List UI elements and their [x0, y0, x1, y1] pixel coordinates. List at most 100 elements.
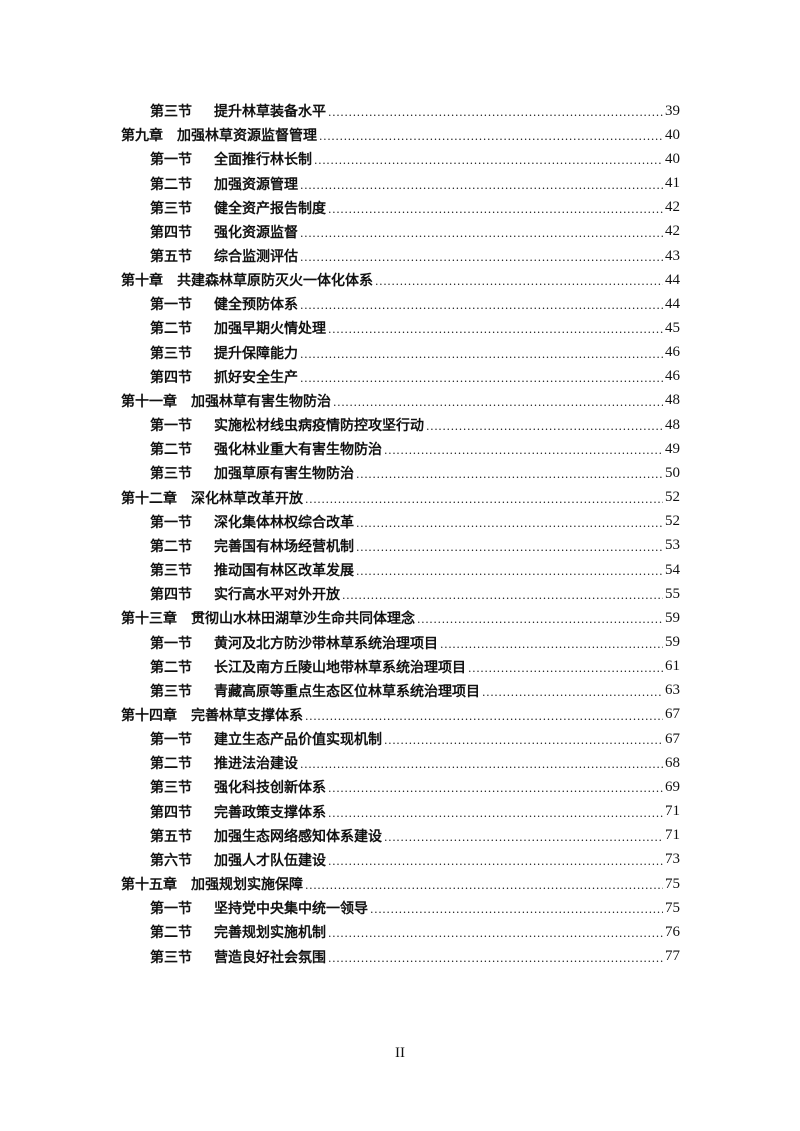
entry-title: 建立生态产品价值实现机制	[214, 732, 382, 749]
entry-page-number: 52	[665, 513, 680, 530]
toc-section-entry[interactable]: 第二节 完善规划实施机制 76	[0, 920, 800, 944]
dot-leader	[384, 829, 663, 843]
entry-label: 第一节	[150, 514, 192, 531]
dot-leader	[319, 128, 663, 142]
dot-leader	[328, 925, 663, 939]
entry-page-number: 54	[665, 561, 680, 578]
entry-label: 第三节	[150, 780, 192, 797]
entry-label: 第四节	[150, 369, 192, 386]
toc-section-entry[interactable]: 第一节 黄河及北方防沙带林草系统治理项目 59	[0, 630, 800, 654]
toc-section-entry[interactable]: 第三节 健全资产报告制度 42	[0, 196, 800, 220]
toc-section-entry[interactable]: 第三节 青藏高原等重点生态区位林草系统治理项目 63	[0, 679, 800, 703]
toc-section-entry[interactable]: 第一节 全面推行林长制 40	[0, 147, 800, 171]
toc-section-entry[interactable]: 第一节 实施松材线虫病疫情防控攻坚行动 48	[0, 413, 800, 437]
toc-section-entry[interactable]: 第二节 完善国有林场经营机制 53	[0, 534, 800, 558]
entry-page-number: 41	[665, 175, 680, 192]
dot-leader	[440, 636, 663, 650]
entry-label: 第十四章	[121, 707, 177, 724]
dot-leader	[328, 104, 663, 118]
dot-leader	[370, 901, 663, 915]
entry-page-number: 40	[665, 126, 680, 143]
toc-section-entry[interactable]: 第二节 长江及南方丘陵山地带林草系统治理项目 61	[0, 655, 800, 679]
entry-title: 完善规划实施机制	[214, 925, 326, 942]
toc-section-entry[interactable]: 第一节 健全预防体系 44	[0, 292, 800, 316]
entry-label: 第十章	[121, 273, 163, 290]
entry-label: 第一节	[150, 152, 192, 169]
toc-section-entry[interactable]: 第四节 实行高水平对外开放 55	[0, 582, 800, 606]
dot-leader	[356, 515, 663, 529]
toc-section-entry[interactable]: 第二节 推进法治建设 68	[0, 751, 800, 775]
toc-section-entry[interactable]: 第二节 强化林业重大有害生物防治 49	[0, 437, 800, 461]
toc-section-entry[interactable]: 第五节 加强生态网络感知体系建设 71	[0, 824, 800, 848]
toc-section-entry[interactable]: 第三节 营造良好社会氛围 77	[0, 944, 800, 968]
toc-section-entry[interactable]: 第三节 强化科技创新体系 69	[0, 775, 800, 799]
entry-title: 青藏高原等重点生态区位林草系统治理项目	[214, 683, 480, 700]
toc-section-entry[interactable]: 第三节 提升林草装备水平 39	[0, 99, 800, 123]
entry-page-number: 48	[665, 392, 680, 409]
entry-label: 第三节	[150, 949, 192, 966]
entry-label: 第二节	[150, 538, 192, 555]
entry-label: 第二节	[150, 659, 192, 676]
entry-label: 第一节	[150, 635, 192, 652]
entry-label: 第三节	[150, 104, 192, 121]
entry-page-number: 75	[665, 899, 680, 916]
entry-label: 第一节	[150, 418, 192, 435]
toc-section-entry[interactable]: 第一节 深化集体林权综合改革 52	[0, 510, 800, 534]
entry-page-number: 71	[665, 827, 680, 844]
toc-section-entry[interactable]: 第四节 抓好安全生产 46	[0, 365, 800, 389]
entry-label: 第二节	[150, 321, 192, 338]
dot-leader	[328, 201, 663, 215]
dot-leader	[328, 321, 663, 335]
entry-page-number: 77	[665, 948, 680, 965]
dot-leader	[426, 418, 663, 432]
entry-label: 第二节	[150, 925, 192, 942]
entry-title: 加强人才队伍建设	[214, 852, 326, 869]
toc-section-entry[interactable]: 第一节 建立生态产品价值实现机制 67	[0, 727, 800, 751]
entry-label: 第二节	[150, 442, 192, 459]
entry-label: 第三节	[150, 683, 192, 700]
page-number: II	[395, 1045, 405, 1061]
entry-label: 第九章	[121, 128, 163, 145]
entry-title: 提升林草装备水平	[214, 104, 326, 121]
entry-label: 第一节	[150, 297, 192, 314]
toc-section-entry[interactable]: 第五节 综合监测评估 43	[0, 244, 800, 268]
dot-leader	[328, 780, 663, 794]
entry-page-number: 52	[665, 489, 680, 506]
toc-section-entry[interactable]: 第三节 提升保障能力 46	[0, 341, 800, 365]
entry-label: 第一节	[150, 732, 192, 749]
toc-section-entry[interactable]: 第二节 加强资源管理 41	[0, 171, 800, 195]
entry-title: 深化林草改革开放	[191, 490, 303, 507]
entry-title: 加强生态网络感知体系建设	[214, 828, 382, 845]
entry-page-number: 45	[665, 319, 680, 336]
toc-section-entry[interactable]: 第一节 坚持党中央集中统一领导 75	[0, 896, 800, 920]
dot-leader	[417, 611, 663, 625]
entry-page-number: 67	[665, 706, 680, 723]
toc-section-entry[interactable]: 第三节 推动国有林区改革发展 54	[0, 558, 800, 582]
toc-section-entry[interactable]: 第三节 加强草原有害生物防治 50	[0, 461, 800, 485]
dot-leader	[314, 152, 663, 166]
toc-section-entry[interactable]: 第四节 完善政策支撑体系 71	[0, 800, 800, 824]
entry-title: 加强规划实施保障	[191, 877, 303, 894]
entry-page-number: 59	[665, 609, 680, 626]
entry-page-number: 59	[665, 634, 680, 651]
dot-leader	[328, 805, 663, 819]
dot-leader	[300, 756, 663, 770]
entry-title: 强化林业重大有害生物防治	[214, 442, 382, 459]
toc-section-entry[interactable]: 第六节 加强人才队伍建设 73	[0, 848, 800, 872]
entry-page-number: 46	[665, 344, 680, 361]
entry-title: 长江及南方丘陵山地带林草系统治理项目	[214, 659, 466, 676]
toc-section-entry[interactable]: 第二节 加强早期火情处理 45	[0, 316, 800, 340]
entry-title: 完善政策支撑体系	[214, 804, 326, 821]
entry-title: 综合监测评估	[214, 249, 298, 266]
toc-section-entry[interactable]: 第四节 强化资源监督 42	[0, 220, 800, 244]
entry-title: 完善林草支撑体系	[191, 707, 303, 724]
entry-title: 加强林草资源监督管理	[177, 128, 317, 145]
